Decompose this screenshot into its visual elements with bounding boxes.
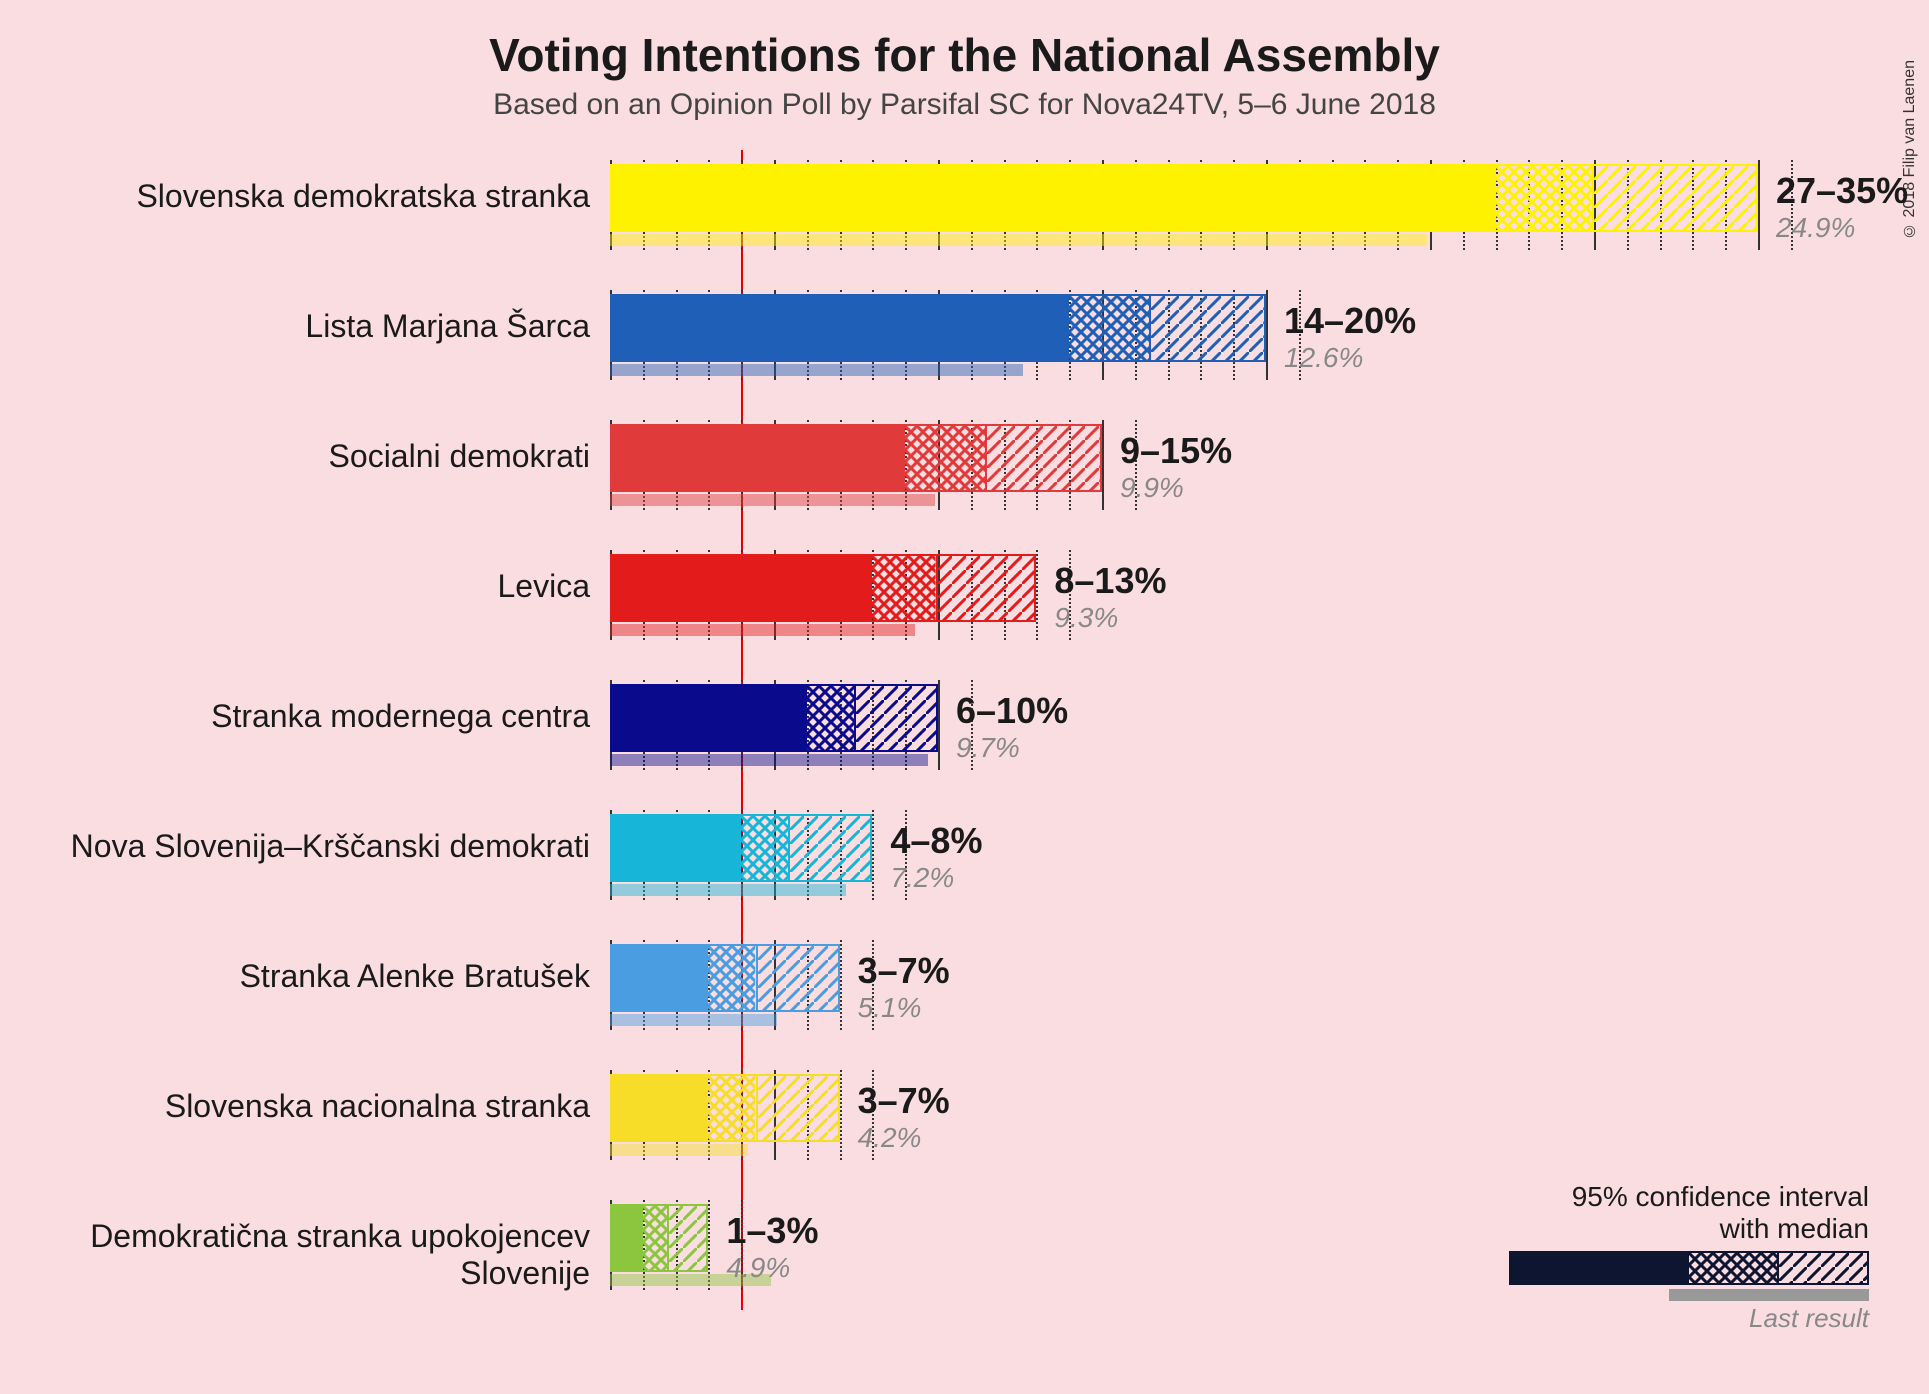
- gridline-major: [1758, 160, 1760, 250]
- bar-solid: [610, 1074, 708, 1142]
- gridline-major: [938, 680, 940, 770]
- party-label: Socialni demokrati: [0, 438, 590, 475]
- value-range: 9–15%: [1120, 430, 1232, 472]
- previous-result-bar: [610, 494, 935, 506]
- previous-result-bar: [610, 1144, 748, 1156]
- gridline-major: [1266, 290, 1268, 380]
- chart-title: Voting Intentions for the National Assem…: [0, 0, 1929, 82]
- bar-diagonal: [1594, 164, 1758, 232]
- bar-solid: [610, 164, 1496, 232]
- bar-diagonal: [938, 554, 1036, 622]
- legend-bar-diag: [1779, 1251, 1869, 1285]
- bar-crosshatch: [807, 684, 856, 752]
- bar-crosshatch: [905, 424, 987, 492]
- gridline-minor: [1036, 550, 1038, 640]
- party-label: Levica: [0, 568, 590, 605]
- value-range: 1–3%: [726, 1210, 818, 1252]
- chart-row: Slovenska demokratska stranka 27–35%24.9%: [0, 140, 1929, 270]
- value-previous: 5.1%: [858, 992, 922, 1024]
- gridline-minor: [872, 810, 874, 900]
- legend-last-bar: [1669, 1289, 1869, 1301]
- bar-crosshatch: [741, 814, 790, 882]
- gridline-minor: [840, 940, 842, 1030]
- value-previous: 9.3%: [1054, 602, 1118, 634]
- bar-solid: [610, 944, 708, 1012]
- bar-crosshatch: [872, 554, 938, 622]
- bar-crosshatch: [1069, 294, 1151, 362]
- bar-solid: [610, 814, 741, 882]
- value-range: 6–10%: [956, 690, 1068, 732]
- value-range: 8–13%: [1054, 560, 1166, 602]
- chart-row: Stranka Alenke Bratušek 3–7%5.1%: [0, 920, 1929, 1050]
- legend-bar-cross: [1689, 1251, 1779, 1285]
- party-label: Lista Marjana Šarca: [0, 308, 590, 345]
- bar-diagonal: [987, 424, 1102, 492]
- chart-row: Levica 8–13%9.3%: [0, 530, 1929, 660]
- previous-result-bar: [610, 234, 1427, 246]
- chart-row: Lista Marjana Šarca 14–20%12.6%: [0, 270, 1929, 400]
- gridline-minor: [840, 1070, 842, 1160]
- legend: 95% confidence interval with median Last…: [1509, 1181, 1869, 1334]
- party-label: Stranka modernega centra: [0, 698, 590, 735]
- value-range: 3–7%: [858, 1080, 950, 1122]
- chart-area: Slovenska demokratska stranka 27–35%24.9%…: [0, 140, 1929, 1310]
- chart-row: Socialni demokrati 9–15%9.9%: [0, 400, 1929, 530]
- bar-solid: [610, 424, 905, 492]
- bar-solid: [610, 294, 1069, 362]
- bar-solid: [610, 1204, 643, 1272]
- party-label: Nova Slovenija–Krščanski demokrati: [0, 828, 590, 865]
- gridline-major: [1102, 420, 1104, 510]
- previous-result-bar: [610, 624, 915, 636]
- legend-ci-line1: 95% confidence interval: [1509, 1181, 1869, 1213]
- value-range: 4–8%: [890, 820, 982, 862]
- bar-crosshatch: [1496, 164, 1594, 232]
- bar-diagonal: [1151, 294, 1266, 362]
- legend-last-label: Last result: [1509, 1303, 1869, 1334]
- legend-ci-line2: with median: [1509, 1213, 1869, 1245]
- value-previous: 9.7%: [956, 732, 1020, 764]
- bar-diagonal: [758, 944, 840, 1012]
- chart-row: Nova Slovenija–Krščanski demokrati 4–8%7.…: [0, 790, 1929, 920]
- bar-solid: [610, 684, 807, 752]
- bar-crosshatch: [708, 944, 757, 1012]
- value-previous: 7.2%: [890, 862, 954, 894]
- party-label: Slovenska demokratska stranka: [0, 178, 590, 215]
- party-label: Slovenska nacionalna stranka: [0, 1088, 590, 1125]
- bar-crosshatch: [708, 1074, 757, 1142]
- bar-solid: [610, 554, 872, 622]
- chart-row: Slovenska nacionalna stranka 3–7%4.2%: [0, 1050, 1929, 1180]
- chart-row: Stranka modernega centra 6–10%9.7%: [0, 660, 1929, 790]
- previous-result-bar: [610, 1014, 777, 1026]
- value-range: 3–7%: [858, 950, 950, 992]
- chart-subtitle: Based on an Opinion Poll by Parsifal SC …: [0, 88, 1929, 122]
- bar-diagonal: [669, 1204, 708, 1272]
- bar-diagonal: [856, 684, 938, 752]
- previous-result-bar: [610, 884, 846, 896]
- value-previous: 24.9%: [1776, 212, 1855, 244]
- bar-diagonal: [790, 814, 872, 882]
- value-range: 14–20%: [1284, 300, 1416, 342]
- party-label: Stranka Alenke Bratušek: [0, 958, 590, 995]
- value-previous: 4.2%: [858, 1122, 922, 1154]
- bar-diagonal: [758, 1074, 840, 1142]
- value-previous: 9.9%: [1120, 472, 1184, 504]
- value-previous: 12.6%: [1284, 342, 1363, 374]
- legend-ci-bar: [1509, 1251, 1869, 1285]
- previous-result-bar: [610, 754, 928, 766]
- previous-result-bar: [610, 364, 1023, 376]
- bar-crosshatch: [643, 1204, 669, 1272]
- value-range: 27–35%: [1776, 170, 1908, 212]
- value-previous: 4.9%: [726, 1252, 790, 1284]
- party-label: Demokratična stranka upokojencev Sloveni…: [0, 1218, 590, 1292]
- legend-bar-solid: [1509, 1251, 1689, 1285]
